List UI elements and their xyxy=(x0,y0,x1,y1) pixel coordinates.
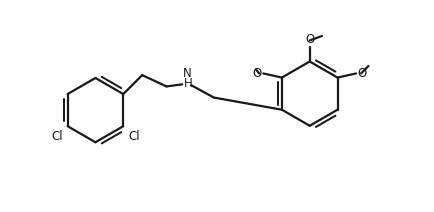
Text: H: H xyxy=(184,77,193,90)
Text: Cl: Cl xyxy=(128,130,140,143)
Text: N: N xyxy=(183,67,192,80)
Text: O: O xyxy=(305,33,314,46)
Text: Cl: Cl xyxy=(51,130,62,143)
Text: O: O xyxy=(358,67,367,80)
Text: O: O xyxy=(253,67,262,80)
